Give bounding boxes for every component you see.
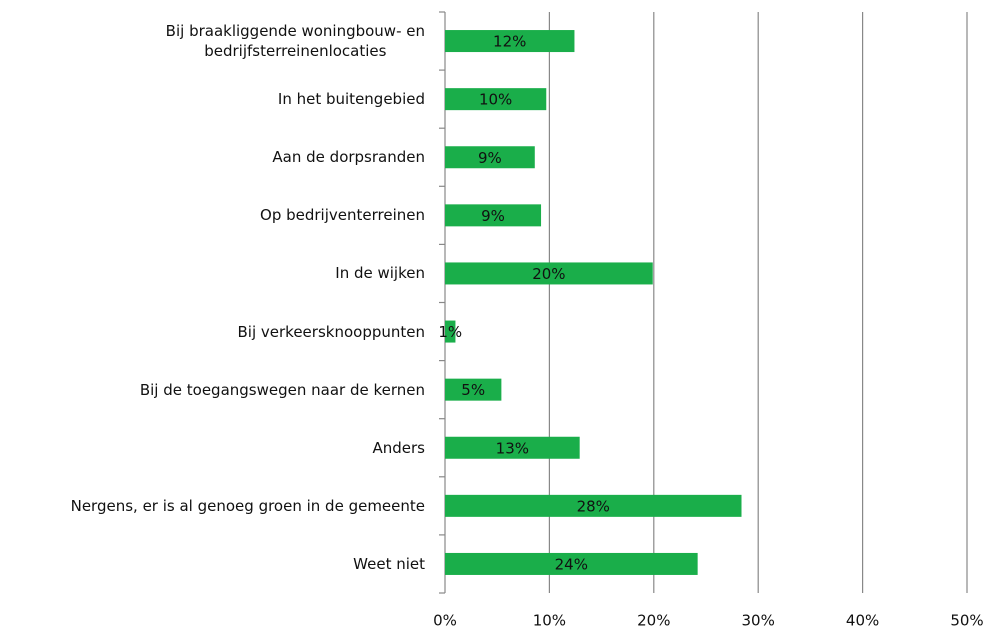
data-label: 1%	[438, 323, 462, 341]
bar	[445, 494, 742, 517]
y-tick-label: Bij verkeersknooppunten	[237, 322, 425, 341]
bar	[445, 146, 535, 169]
data-label: 9%	[478, 149, 502, 167]
data-label: 13%	[496, 439, 529, 457]
bar	[445, 552, 698, 575]
data-label: 9%	[481, 207, 505, 225]
y-tick-label: Bij de toegangswegen naar de kernen	[139, 380, 425, 399]
data-label: 10%	[479, 91, 512, 109]
y-tick-label: In de wijken	[335, 264, 425, 283]
data-label: 5%	[461, 381, 485, 399]
y-tick-label: In het buitengebied	[277, 90, 425, 109]
y-tick-label: Aan de dorpsranden	[272, 148, 425, 167]
data-label: 12%	[493, 33, 526, 51]
bar	[445, 436, 580, 459]
data-label: 24%	[555, 555, 588, 573]
x-tick-label: 20%	[637, 612, 670, 629]
x-tick-label: 30%	[742, 612, 775, 629]
y-tick-label: Weet niet	[353, 554, 425, 573]
bar	[445, 204, 542, 227]
x-tick-label: 10%	[533, 612, 566, 629]
y-tick-label: Nergens, er is al genoeg groen in de gem…	[70, 496, 425, 515]
bar	[445, 378, 502, 401]
y-tick-label: Op bedrijventerreinen	[260, 206, 425, 225]
bar	[445, 262, 653, 285]
bar	[445, 30, 575, 53]
x-tick-label: 0%	[433, 612, 457, 629]
y-tick-label: Bij braakliggende woningbouw- en bedrijf…	[165, 22, 425, 61]
y-tick-label: Anders	[372, 438, 426, 457]
x-tick-label: 40%	[846, 612, 879, 629]
bar	[445, 88, 547, 111]
bar	[445, 320, 456, 343]
data-label: 28%	[577, 497, 610, 515]
data-label: 20%	[532, 265, 565, 283]
x-tick-label: 50%	[950, 612, 983, 629]
